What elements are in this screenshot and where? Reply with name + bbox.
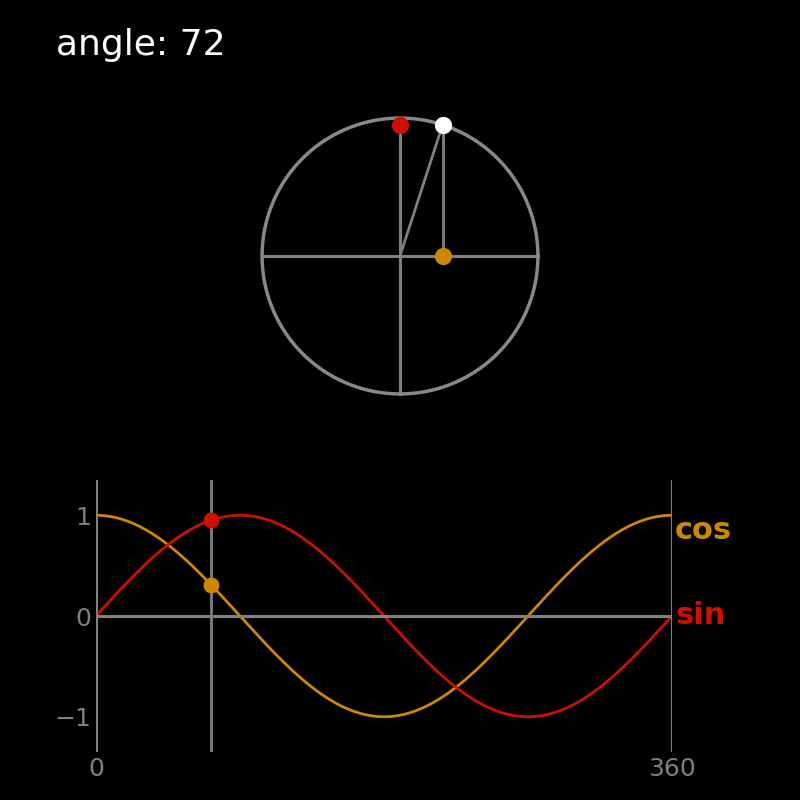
Point: [436, 118, 449, 131]
Point: [394, 118, 406, 131]
Point: [205, 578, 218, 591]
Text: angle: 72: angle: 72: [56, 28, 226, 62]
Text: sin: sin: [675, 602, 726, 630]
Text: cos: cos: [675, 516, 732, 545]
Point: [436, 250, 449, 262]
Point: [205, 514, 218, 526]
